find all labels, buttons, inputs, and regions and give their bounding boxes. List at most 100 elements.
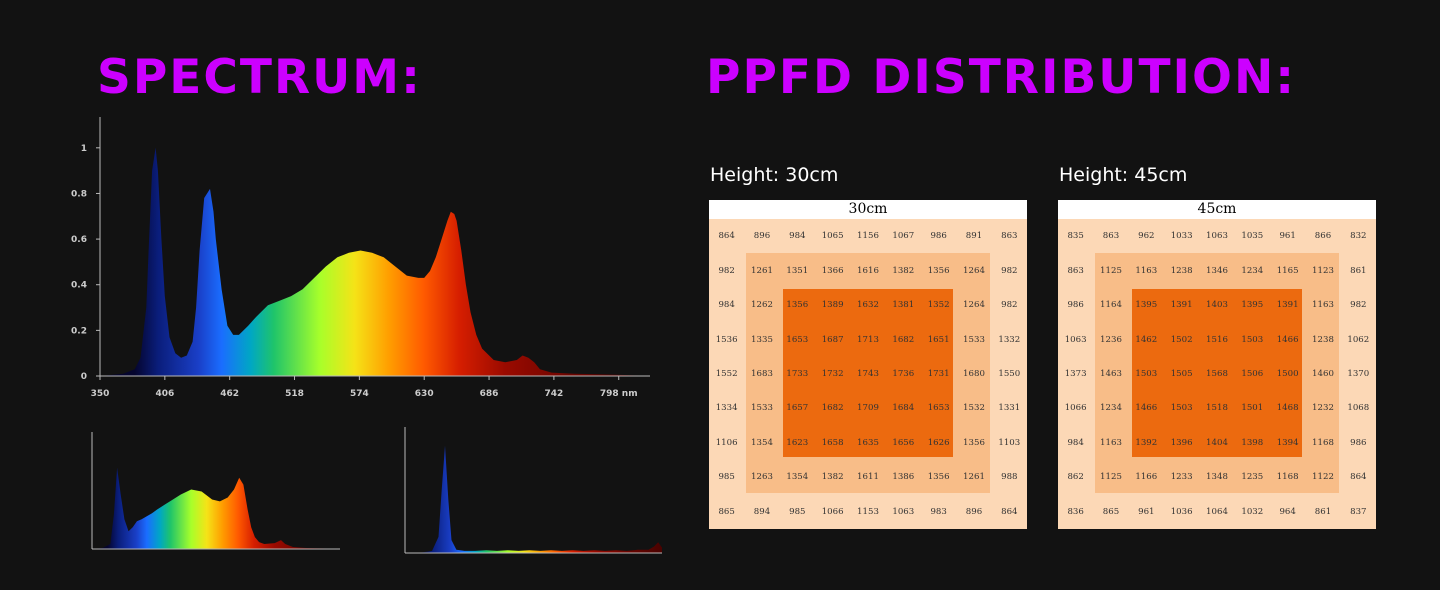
ppfd-cell: 1164 <box>1100 300 1122 311</box>
ppfd-grid-30cm: 30cm 864 896 984 1065 1156 1067 986 891 863 982 12… <box>709 200 1027 529</box>
ppfd-cell: 1356 <box>963 437 985 448</box>
spectrum-area <box>405 445 662 553</box>
spectrum-area <box>92 467 340 549</box>
ppfd-cell: 982 <box>1001 300 1018 311</box>
ppfd-cell: 1332 <box>998 334 1021 345</box>
ppfd-cell: 1396 <box>1170 437 1193 448</box>
ppfd-cell: 1516 <box>1206 334 1228 345</box>
ppfd-cell: 985 <box>789 506 806 517</box>
x-tick-label: 406 <box>155 389 174 399</box>
x-tick-label: 518 <box>285 389 304 399</box>
ppfd-cell: 964 <box>1279 506 1296 517</box>
ppfd-cell: 896 <box>965 506 983 517</box>
ppfd-cell: 1501 <box>1241 403 1264 414</box>
ppfd-cell: 1653 <box>786 334 809 345</box>
ppfd-cell: 1713 <box>857 334 879 345</box>
ppfd-cell: 1500 <box>1276 368 1299 379</box>
ppfd-cell: 1736 <box>892 368 915 379</box>
ppfd-cell: 1731 <box>927 368 950 379</box>
ppfd-cell: 1503 <box>1170 403 1193 414</box>
ppfd-cell: 1389 <box>821 300 844 311</box>
ppfd-cell: 1354 <box>786 472 809 483</box>
spectrum-area <box>100 147 650 376</box>
ppfd-cell: 1334 <box>715 403 738 414</box>
ppfd-cell: 1382 <box>821 472 844 483</box>
ppfd-cell: 1658 <box>821 437 844 448</box>
ppfd-cell: 1261 <box>963 472 985 483</box>
spectrum-main-chart: 350 406 462 518 574 630 686 742 798 nm 0 0.2 0.4 0.6… <box>71 117 650 399</box>
ppfd-cell: 962 <box>1138 231 1155 242</box>
ppfd-cell: 984 <box>789 231 806 242</box>
ppfd-cell: 1403 <box>1206 300 1228 311</box>
ppfd-cell: 1623 <box>786 437 809 448</box>
x-tick-label: 798 nm <box>600 389 638 399</box>
ppfd-cell: 1125 <box>1100 472 1122 483</box>
ppfd-cell: 1398 <box>1241 437 1264 448</box>
ppfd-cell: 1348 <box>1206 472 1228 483</box>
ppfd-cell: 1394 <box>1276 437 1299 448</box>
ppfd-cell: 1460 <box>1312 368 1334 379</box>
ppfd-cell: 837 <box>1350 506 1367 517</box>
ppfd-cell: 1346 <box>1206 265 1228 276</box>
ppfd-cell: 1626 <box>927 437 950 448</box>
ppfd-cell: 1351 <box>786 265 809 276</box>
ppfd-cell: 1264 <box>963 300 985 311</box>
x-tick-label: 462 <box>220 389 239 399</box>
ppfd-cell: 1568 <box>1206 368 1228 379</box>
y-tick-label: 0.4 <box>71 281 87 291</box>
ppfd-cell: 1733 <box>786 368 809 379</box>
y-tick-label: 0.8 <box>71 189 87 199</box>
ppfd-cell: 1335 <box>751 334 773 345</box>
ppfd-cell: 1063 <box>1064 334 1087 345</box>
ppfd-cell: 1352 <box>927 300 950 311</box>
ppfd-cell: 863 <box>1067 265 1084 276</box>
ppfd-cell: 961 <box>1279 231 1296 242</box>
ppfd-cell: 1503 <box>1241 334 1264 345</box>
ppfd-cell: 861 <box>1314 506 1332 517</box>
ppfd-cell: 986 <box>1350 437 1367 448</box>
ppfd-cell: 864 <box>718 231 735 242</box>
ppfd-cell: 1153 <box>857 506 879 517</box>
ppfd-cell: 1356 <box>786 300 809 311</box>
ppfd-cell: 1732 <box>821 368 844 379</box>
ppfd-cell: 1168 <box>1312 437 1334 448</box>
ppfd-cell: 1122 <box>1312 472 1334 483</box>
ppfd-cell: 1611 <box>857 472 879 483</box>
ppfd-grid-body: 864 896 984 1065 1156 1067 986 891 863 982 1261 135… <box>709 219 1027 529</box>
x-tick-label: 574 <box>350 389 369 399</box>
ppfd-cell: 1386 <box>892 472 915 483</box>
height-label-30cm: Height: 30cm <box>710 164 839 186</box>
ppfd-cell: 862 <box>1067 472 1084 483</box>
ppfd-cell: 986 <box>930 231 947 242</box>
ppfd-cell: 1682 <box>821 403 844 414</box>
ppfd-cell: 1066 <box>821 506 844 517</box>
ppfd-cell: 863 <box>1001 231 1018 242</box>
ppfd-cell: 1062 <box>1347 334 1370 345</box>
ppfd-cell: 863 <box>1102 231 1120 242</box>
ppfd-cell: 1163 <box>1312 300 1334 311</box>
ppfd-cell: 832 <box>1350 231 1367 242</box>
ppfd-cell: 1163 <box>1100 437 1122 448</box>
ppfd-cell: 1068 <box>1347 403 1370 414</box>
ppfd-cell: 1106 <box>715 437 738 448</box>
ppfd-cell: 1466 <box>1276 334 1299 345</box>
ppfd-cell: 988 <box>1001 472 1018 483</box>
ppfd-cell: 1234 <box>1100 403 1122 414</box>
ppfd-cell: 1067 <box>892 231 915 242</box>
ppfd-cell: 1236 <box>1100 334 1122 345</box>
ppfd-cell: 1235 <box>1241 472 1264 483</box>
ppfd-cell: 1033 <box>1170 231 1193 242</box>
ppfd-cell: 865 <box>1102 506 1120 517</box>
ppfd-cell: 864 <box>1001 506 1018 517</box>
ppfd-cell: 1366 <box>821 265 844 276</box>
ppfd-cell: 984 <box>718 300 735 311</box>
ppfd-cell: 1165 <box>1276 265 1299 276</box>
ppfd-cell: 1466 <box>1135 403 1158 414</box>
ppfd-cell: 1261 <box>751 265 773 276</box>
ppfd-cell: 1063 <box>1206 231 1228 242</box>
ppfd-cell: 1035 <box>1241 231 1264 242</box>
ppfd-cell: 1238 <box>1312 334 1334 345</box>
ppfd-cell: 1392 <box>1135 437 1158 448</box>
ppfd-cell: 1550 <box>998 368 1021 379</box>
y-tick-label: 0.6 <box>71 235 87 245</box>
